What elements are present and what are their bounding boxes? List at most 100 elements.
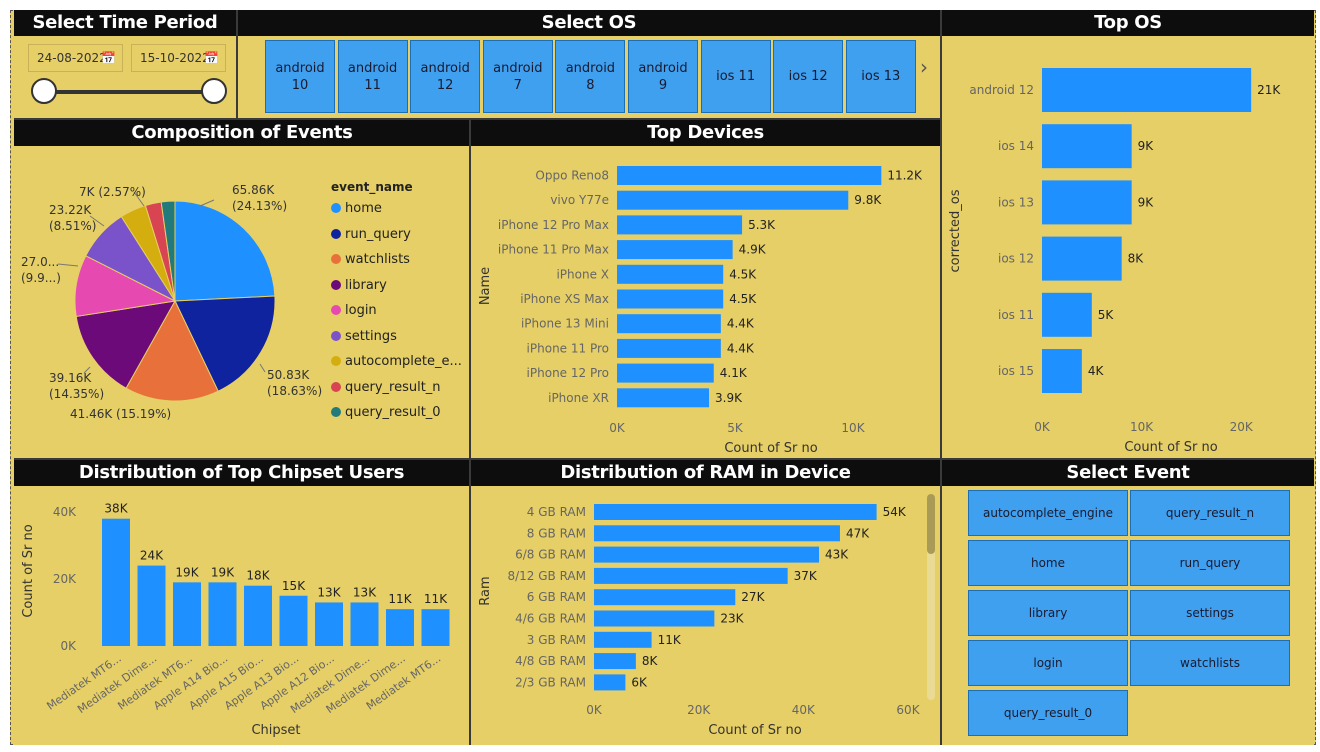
category-label: ios 15 (998, 364, 1034, 378)
legend-item[interactable]: autocomplete_e... (331, 354, 462, 369)
bar[interactable] (617, 240, 733, 260)
scrollbar[interactable] (927, 494, 935, 700)
category-label: 4/6 GB RAM (515, 612, 586, 626)
event-option-button[interactable]: watchlists (1130, 640, 1290, 686)
bar[interactable] (594, 567, 788, 584)
bar[interactable] (279, 595, 308, 646)
legend-item[interactable]: settings (331, 329, 397, 344)
top-devices-title: Top Devices (471, 120, 940, 146)
os-option-button[interactable]: android 12 (410, 40, 481, 113)
event-option-button[interactable]: query_result_n (1130, 490, 1290, 536)
end-date-field[interactable]: 15-10-2022 📅 (131, 44, 226, 72)
scrollbar-thumb[interactable] (927, 494, 935, 554)
bar[interactable] (244, 585, 272, 646)
legend-item[interactable]: watchlists (331, 252, 410, 267)
bar[interactable] (1042, 68, 1252, 112)
bar[interactable] (594, 525, 840, 542)
pie-data-label: (9.9...) (21, 271, 61, 285)
legend-marker (331, 330, 341, 341)
bar[interactable] (594, 653, 636, 670)
event-option-button[interactable]: query_result_0 (968, 690, 1128, 736)
pie-slice[interactable] (160, 200, 176, 302)
legend-item[interactable]: library (331, 278, 387, 293)
bar[interactable] (137, 565, 166, 646)
bar[interactable] (315, 602, 343, 646)
bar[interactable] (594, 631, 652, 648)
bar[interactable] (594, 504, 877, 520)
pie-slice[interactable] (75, 300, 176, 389)
bar[interactable] (617, 264, 724, 284)
bar[interactable] (594, 546, 820, 563)
bar[interactable] (102, 518, 130, 646)
bar[interactable] (617, 190, 849, 210)
bar[interactable] (617, 388, 710, 408)
time-period-panel: Select Time Period 24-08-2022 📅 15-10-20… (14, 10, 236, 118)
event-option-button[interactable]: settings (1130, 590, 1290, 636)
start-date-field[interactable]: 24-08-2022 📅 (28, 44, 123, 72)
event-option-button[interactable]: autocomplete_engine (968, 490, 1128, 536)
bar[interactable] (1042, 124, 1132, 169)
legend-title: event_name (331, 180, 413, 194)
data-label: 4.5K (729, 292, 757, 306)
event-option-button[interactable]: library (968, 590, 1128, 636)
legend-marker (331, 279, 341, 290)
legend-item[interactable]: query_result_n (331, 380, 441, 395)
legend-label: settings (345, 328, 397, 344)
legend-item[interactable]: query_result_0 (331, 405, 441, 420)
bar[interactable] (594, 589, 736, 606)
data-label: 5.3K (748, 218, 776, 232)
pie-slice[interactable] (174, 295, 276, 392)
bar[interactable] (594, 674, 626, 691)
chevron-right-icon[interactable]: › (920, 55, 928, 79)
os-option-button[interactable]: ios 12 (773, 40, 844, 113)
data-label: 8K (642, 654, 659, 668)
event-option-button[interactable]: home (968, 540, 1128, 586)
end-date-value: 15-10-2022 (140, 51, 210, 65)
bar[interactable] (173, 582, 201, 646)
event-option-button[interactable]: run_query (1130, 540, 1290, 586)
event-option-button[interactable]: login (968, 640, 1128, 686)
calendar-icon[interactable]: 📅 (101, 51, 116, 65)
os-option-button[interactable]: android 7 (482, 40, 553, 113)
category-label: 4/8 GB RAM (515, 654, 586, 668)
bar[interactable] (1042, 236, 1122, 281)
legend-item[interactable]: run_query (331, 227, 411, 242)
category-label: vivo Y77e (550, 193, 609, 207)
os-option-button[interactable]: android 8 (555, 40, 626, 113)
legend-item[interactable]: home (331, 201, 382, 216)
bar[interactable] (617, 166, 882, 185)
bar[interactable] (617, 363, 714, 383)
date-range-end-handle[interactable] (201, 78, 227, 104)
date-range-slider-track[interactable] (44, 90, 216, 94)
select-event-title: Select Event (942, 460, 1314, 486)
bar[interactable] (1042, 180, 1132, 225)
bar[interactable] (617, 338, 721, 358)
bar[interactable] (617, 314, 721, 334)
data-label: 13K (353, 585, 377, 599)
bar[interactable] (617, 215, 743, 235)
os-option-button[interactable]: android 11 (337, 40, 408, 113)
os-option-button[interactable]: android 10 (265, 40, 335, 113)
calendar-icon[interactable]: 📅 (204, 51, 219, 65)
data-label: 4.5K (729, 267, 757, 281)
bar[interactable] (1042, 292, 1092, 337)
pie-data-label: 41.46K (15.19%) (70, 407, 171, 421)
pie-data-label: 65.86K (232, 183, 275, 197)
bar[interactable] (617, 289, 724, 309)
bar[interactable] (208, 582, 237, 646)
bar[interactable] (386, 609, 414, 646)
os-option-button[interactable]: ios 13 (845, 40, 916, 113)
os-option-button[interactable]: ios 11 (700, 40, 771, 113)
data-label: 4.4K (727, 341, 755, 355)
bar[interactable] (594, 610, 715, 627)
legend-item[interactable]: login (331, 303, 377, 318)
os-option-button[interactable]: android 9 (628, 40, 698, 113)
bar[interactable] (350, 602, 379, 646)
pie-slice[interactable] (174, 200, 276, 302)
bar[interactable] (421, 609, 450, 646)
bar[interactable] (1042, 349, 1082, 393)
date-range-start-handle[interactable] (31, 78, 57, 104)
divider (940, 10, 942, 745)
pie-slice[interactable] (125, 299, 219, 402)
